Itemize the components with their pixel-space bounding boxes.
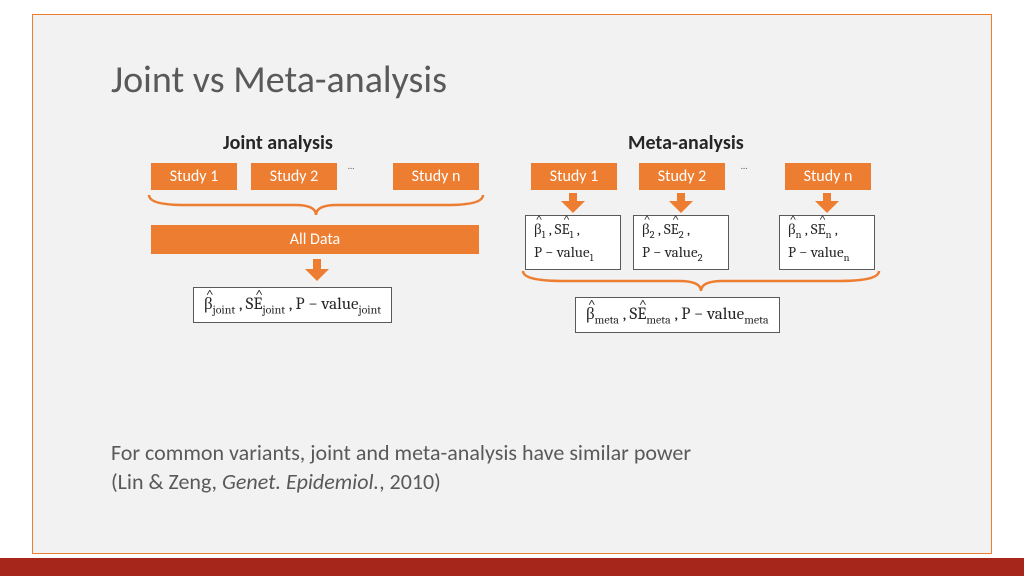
meta-perstudy-n: βn , SEn ,P − valuen — [779, 215, 875, 270]
meta-ellipsis: … — [741, 161, 747, 172]
joint-study-1: Study 1 — [151, 163, 237, 190]
all-data-box: All Data — [151, 225, 479, 254]
meta-arrow-n-icon — [815, 193, 839, 215]
meta-perstudy-2: β2 , SE2 ,P − value2 — [633, 215, 729, 270]
meta-brace-icon — [519, 267, 883, 295]
joint-study-2: Study 2 — [251, 163, 337, 190]
meta-arrow-2-icon — [669, 193, 693, 215]
meta-study-1: Study 1 — [531, 163, 617, 190]
meta-arrow-1-icon — [561, 193, 585, 215]
caption-line2-suffix: , 2010) — [379, 468, 441, 495]
meta-study-2: Study 2 — [639, 163, 725, 190]
joint-study-n: Study n — [393, 163, 479, 190]
caption-line2-italic: Genet. Epidemiol. — [222, 468, 379, 495]
meta-title: Meta-analysis — [628, 131, 744, 155]
caption-line1: For common variants, joint and meta-anal… — [111, 439, 691, 466]
meta-study-n: Study n — [785, 163, 871, 190]
joint-arrow-icon — [305, 259, 329, 281]
joint-brace-icon — [145, 191, 487, 219]
slide-frame: Joint vs Meta-analysis Joint analysis St… — [32, 14, 992, 554]
meta-result: βmeta , SEmeta , P − valuemeta — [575, 297, 780, 333]
joint-ellipsis: … — [348, 161, 354, 172]
joint-result: βjoint , SEjoint , P − valuejoint — [193, 287, 392, 323]
caption-line2-prefix: (Lin & Zeng, — [111, 468, 222, 495]
joint-title: Joint analysis — [223, 131, 333, 155]
caption: For common variants, joint and meta-anal… — [111, 438, 691, 497]
page-title: Joint vs Meta-analysis — [111, 57, 447, 103]
bottom-bar — [0, 558, 1024, 576]
meta-perstudy-1: β1 , SE1 ,P − value1 — [525, 215, 621, 270]
